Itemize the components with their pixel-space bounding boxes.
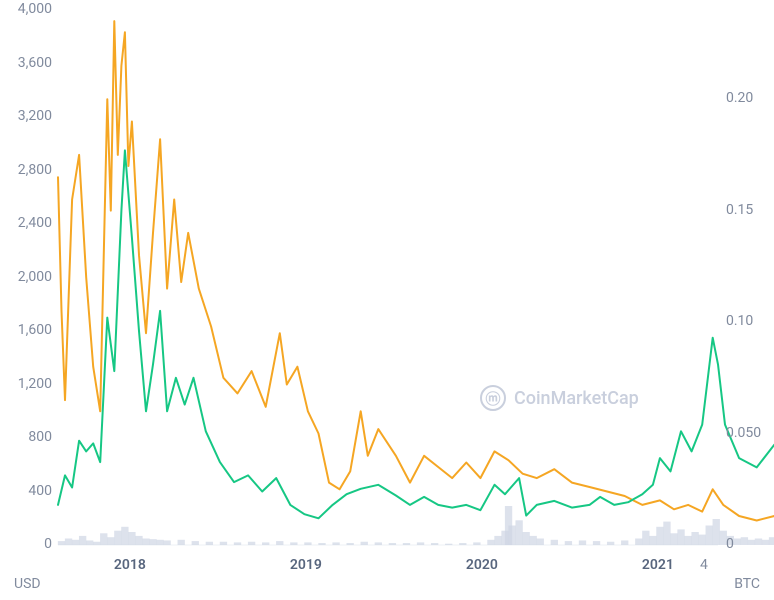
price-chart: USD BTC ⓜ CoinMarketCap 04008001,2001,60… <box>0 0 774 600</box>
left-axis-unit: USD <box>14 576 41 592</box>
right-axis-unit: BTC <box>734 576 760 592</box>
btc-price-line <box>58 21 774 527</box>
usd-price-line <box>58 150 774 518</box>
chart-canvas <box>0 0 774 600</box>
